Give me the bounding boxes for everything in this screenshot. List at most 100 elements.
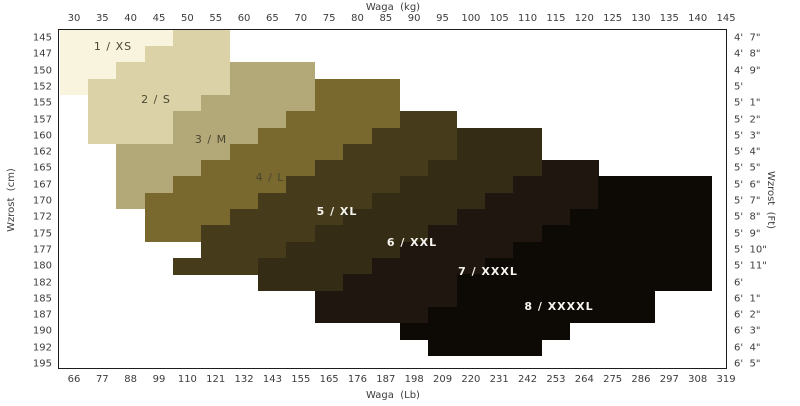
kg-tick-label: 75 [322,13,336,24]
size-band-strip-8 [569,209,712,226]
size-band-strip-8 [513,241,712,259]
size-band-strip-4 [314,94,401,112]
ft-tick-label: 5' 6" [734,179,761,191]
size-band-strip-3 [173,111,287,128]
lb-tick-label: 231 [489,374,509,385]
size-band-strip-6 [456,127,542,145]
size-band-strip-8 [598,192,712,210]
plot-border [58,29,727,369]
lb-tick-label: 187 [376,374,396,385]
size-band-strip-2 [116,62,231,79]
ft-tick-label: 5' 4" [734,146,761,158]
size-band-strip-1 [59,29,174,47]
cm-tick-label: 187 [32,309,52,321]
lb-tick-label: 308 [688,374,708,385]
size-band-strip-8 [428,306,656,324]
size-band-strip-8 [399,323,571,340]
kg-tick-label: 100 [461,13,481,24]
size-band-strip-5 [173,257,259,275]
cm-tick-label: 160 [32,130,52,142]
size-band-strip-6 [428,160,542,177]
lb-tick-label: 297 [659,374,679,385]
ft-tick-label: 5' 1" [734,97,761,109]
size-band-strip-3 [201,94,316,112]
lb-tick-label: 155 [291,374,311,385]
lb-tick-label: 209 [432,374,453,385]
ft-tick-label: 6' 4" [734,342,761,354]
lb-tick-label: 143 [262,374,282,385]
ft-tick-label: 5' 5" [734,162,761,174]
size-band-strip-5 [229,209,344,226]
kg-tick-label: 120 [574,13,594,24]
lb-tick-label: 99 [152,374,166,385]
lb-tick-label: 132 [234,374,254,385]
kg-tick-label: 130 [631,13,651,24]
ft-tick-label: 5' 2" [734,114,761,125]
size-band-strip-2 [173,29,231,47]
size-band-strip-5 [399,111,457,128]
size-band-strip-4 [314,78,401,96]
kg-tick-label: 90 [407,13,421,24]
cm-tick-label: 155 [32,97,52,109]
bottom-axis-title: Waga (Lb) [366,390,420,401]
size-band-strip-3 [116,143,231,161]
cm-tick-label: 147 [32,48,52,60]
lb-tick-label: 110 [177,374,197,385]
kg-tick-label: 65 [266,13,279,24]
size-band-strip-3 [116,160,202,177]
size-band-strip-3 [229,62,316,79]
kg-tick-label: 95 [436,13,449,24]
size-band-strip-4 [201,160,316,177]
size-band-strip-3 [173,127,259,145]
kg-tick-label: 105 [489,13,509,24]
cm-tick-label: 162 [32,146,52,158]
size-band-strip-7 [541,160,599,177]
size-band-strip-1 [59,78,89,96]
kg-tick-label: 60 [237,13,251,24]
size-band-strip-5 [258,192,372,210]
size-band-strip-4 [144,225,202,242]
size-band-strip-4 [173,176,287,193]
ft-tick-label: 5' 3" [734,130,761,142]
size-band-strip-6 [258,274,344,291]
cm-tick-label: 180 [32,260,52,272]
cm-tick-label: 195 [32,358,52,370]
ft-tick-label: 4' 7" [734,32,761,44]
size-band-strip-7 [456,209,571,226]
size-band-strip-8 [541,225,712,242]
size-band-strip-7 [399,241,514,259]
kg-tick-label: 115 [546,13,566,24]
cm-tick-label: 190 [32,325,52,337]
cm-tick-label: 175 [32,228,52,240]
ft-tick-label: 6' 1" [734,293,761,305]
cm-tick-label: 182 [32,277,52,288]
kg-tick-label: 35 [95,13,109,24]
size-bands-area [58,29,727,369]
size-band-strip-8 [428,339,542,356]
size-band-strip-3 [116,192,145,210]
lb-tick-label: 264 [574,374,594,385]
lb-tick-label: 319 [716,374,736,385]
ft-tick-label: 6' [734,277,744,288]
lb-tick-label: 242 [518,374,538,385]
lb-tick-label: 253 [546,374,566,385]
size-band-strip-8 [456,290,656,308]
cm-tick-label: 150 [32,65,52,77]
ft-tick-label: 4' 9" [734,65,761,77]
kg-tick-label: 135 [659,13,679,24]
size-band-strip-5 [314,160,429,177]
cm-tick-label: 152 [32,81,52,93]
kg-tick-label: 45 [152,13,166,24]
size-band-strip-7 [484,192,599,210]
size-band-strip-7 [371,257,486,275]
size-band-strip-7 [314,306,429,324]
size-band-strip-6 [399,176,514,193]
size-band-strip-6 [456,143,542,161]
size-band-strip-8 [484,257,712,275]
ft-tick-label: 5' 7" [734,195,761,207]
size-band-strip-6 [343,209,457,226]
size-band-strip-6 [258,257,372,275]
ft-tick-label: 5' 11" [734,260,767,272]
size-band-strip-6 [286,241,401,259]
